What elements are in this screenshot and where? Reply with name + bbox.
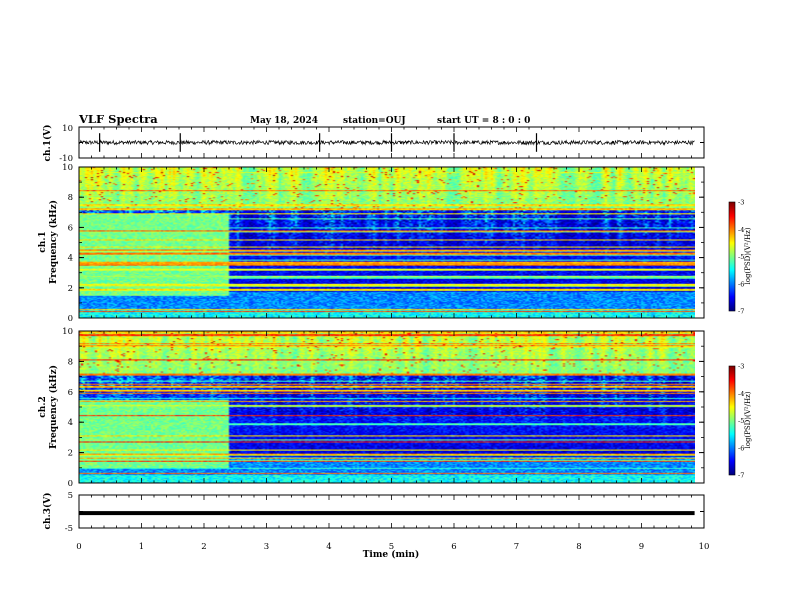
ch1-spectrogram-ytick-label: 2 [68,284,73,294]
ch3-ytick-label: 5 [68,491,73,501]
time-tick-label: 2 [201,542,206,552]
ch2-colorbar-tick: -7 [738,472,744,480]
ch2-spectrogram-ytick-label: 10 [62,327,73,337]
ch2-colorbar-ticks: -3 -4 -5 -6 -7 [738,363,744,480]
ch1-waveform-panel: 10 -10 ch.1(V) [42,124,705,164]
time-tick-label: 0 [76,542,81,552]
ch1-colorbar: -3 -4 -5 -6 -7 log(PSD)(V²/Hz) [728,199,752,316]
time-tick-label: 8 [576,542,581,552]
ch1-spectrogram-ytick-label: 10 [62,163,73,173]
ch3-ylabel: ch.3(V) [42,493,53,530]
station-label: station=OUJ [343,116,406,126]
time-tick-label: 6 [451,542,456,552]
ch2-colorbar-tick: -4 [738,390,744,398]
time-axis: 0 1 2 3 4 5 6 7 8 9 10 [76,127,709,552]
ch1-ytick-top: 10 [62,124,73,134]
ch3-waveform-panel: 5 -5 ch.3(V) [42,491,705,534]
ch2-colorbar-image [729,366,735,475]
ch2-spectrogram-ytick-label: 8 [68,357,73,367]
time-tick-label: 4 [326,542,331,552]
ch2-colorbar-tick: -5 [738,417,744,425]
ch2-colorbar: -3 -4 -5 -6 -7 log(PSD)(V²/Hz) [728,363,752,480]
ch1-waveform-trace [78,139,695,146]
ch1-ylabel: ch.1(V) [42,125,53,162]
ch2-colorbar-label: log(PSD)(V²/Hz) [744,391,752,448]
ch1-spectrogram-image [79,167,695,318]
ch1-spectrogram-ylabel-top: ch.1 [38,231,48,252]
ch1-colorbar-ticks: -3 -4 -5 -6 -7 [738,199,744,316]
ch1-spectrogram-ytick-label: 8 [68,193,73,203]
ch2-spectrogram-ylabel: Frequency (kHz) [48,365,59,449]
time-tick-label: 9 [639,542,644,552]
ch2-spectrogram-ylabel-top: ch.2 [38,396,48,417]
ch3-waveform-trace [79,511,695,516]
ch1-colorbar-tick: -3 [738,199,744,207]
ch1-colorbar-tick: -4 [738,226,744,234]
figure-title: VLF Spectra [78,112,158,126]
ch1-colorbar-tick: -5 [738,253,744,261]
time-tick-label: 7 [514,542,519,552]
ch2-spectrogram-panel: 0 2 4 6 8 10 ch.2 Frequency (kHz) [38,327,705,489]
start-time-label: start UT = 8 : 0 : 0 [437,116,530,126]
ch2-spectrogram-ytick-label: 2 [68,449,73,459]
ch1-spectrogram-yticks: 0 2 4 6 8 10 [62,163,704,324]
ch1-spectrogram-ytick-label: 0 [68,314,73,324]
ch2-spectrogram-ytick-label: 6 [68,388,73,398]
time-tick-label: 5 [389,542,394,552]
ch2-spectrogram-ytick-label: 0 [68,479,73,489]
ch2-spectrogram-yticks: 0 2 4 6 8 10 [62,327,704,489]
ch1-colorbar-image [729,202,735,311]
ch1-colorbar-label: log(PSD)(V²/Hz) [744,227,752,284]
date-label: May 18, 2024 [250,116,318,126]
ch2-colorbar-tick: -3 [738,363,744,371]
time-axis-label: Time (min) [363,549,420,560]
ch2-colorbar-tick: -6 [738,444,744,452]
ch1-colorbar-tick: -6 [738,280,744,288]
ch3-yticks: 5 -5 [65,491,704,534]
ch1-spectrogram-panel: 0 2 4 6 8 10 ch.1 Frequency (kHz) [38,163,705,324]
time-tick-label: 10 [699,542,710,552]
ch1-spectrogram-ytick-label: 4 [68,254,73,264]
ch1-spectrogram-ylabel: Frequency (kHz) [48,200,59,284]
ch1-colorbar-tick: -7 [738,308,744,316]
ch1-ytick-bottom: -10 [59,154,73,164]
time-tick-label: 1 [139,542,144,552]
ch2-spectrogram-ytick-label: 4 [68,418,73,428]
ch3-ytick-label: -5 [65,524,73,534]
ch1-spectrogram-ytick-label: 6 [68,223,73,233]
ch2-spectrogram-image [79,331,695,483]
time-tick-label: 3 [264,542,269,552]
ch1-waveform-spikes [79,126,704,159]
